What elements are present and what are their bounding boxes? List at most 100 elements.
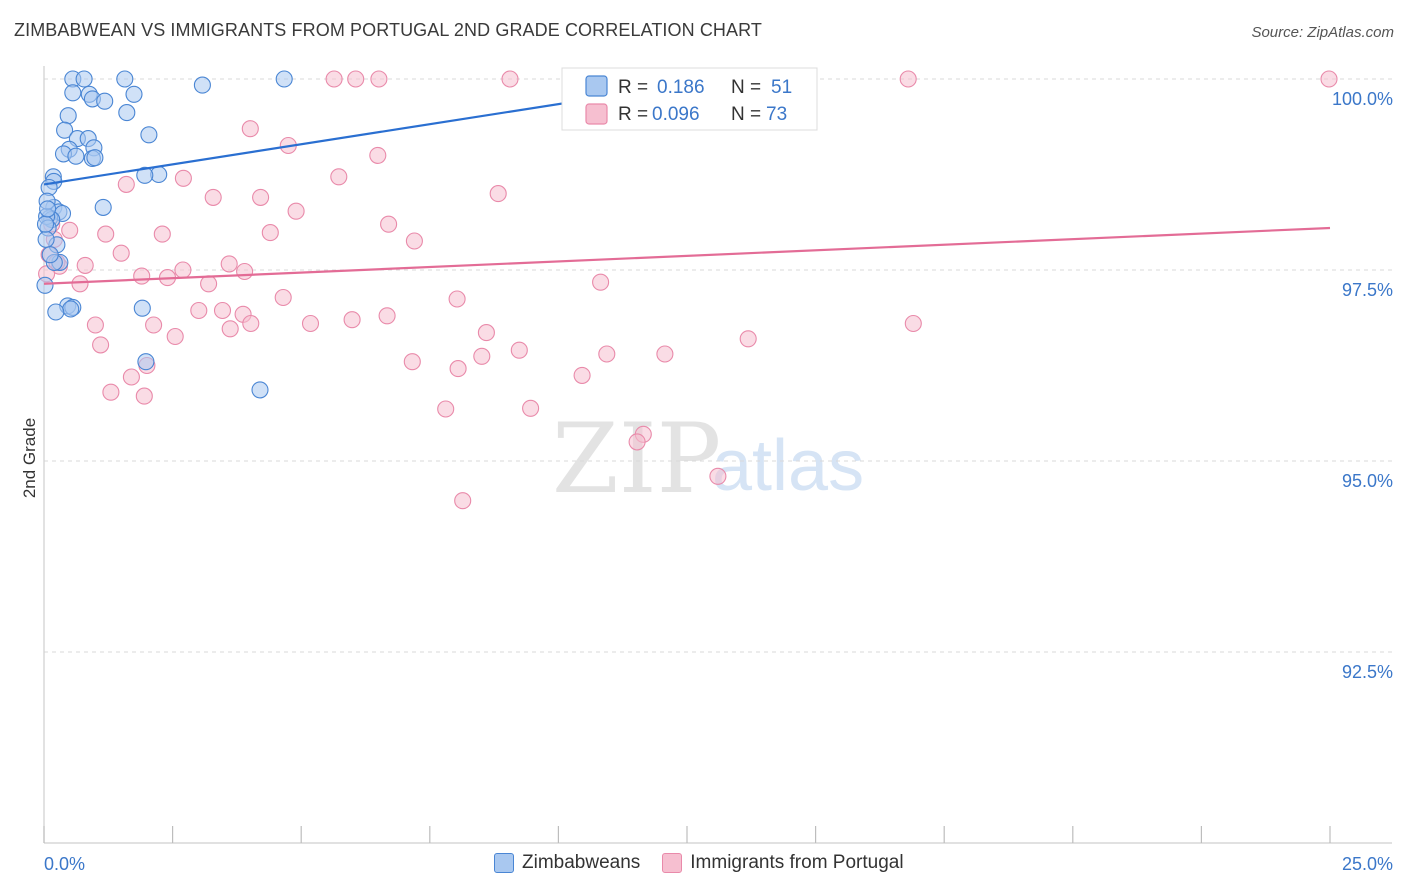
bottom-legend: Zimbabweans Immigrants from Portugal: [494, 852, 926, 874]
point-portugal: [166, 327, 184, 346]
point-portugal: [102, 383, 120, 401]
point-portugal: [510, 341, 528, 359]
point-portugal: [71, 275, 89, 293]
point-zimbabweans: [140, 126, 158, 144]
point-portugal: [904, 314, 922, 333]
point-portugal: [437, 400, 455, 418]
point-zimbabweans: [96, 92, 114, 110]
point-portugal: [709, 467, 727, 485]
point-zimbabweans: [36, 215, 55, 233]
point-portugal: [76, 256, 94, 274]
legend-r-value-1: 0.186: [657, 77, 705, 98]
point-portugal: [370, 70, 388, 88]
y-tick-label: 97.5%: [1342, 280, 1393, 300]
point-zimbabweans: [67, 147, 85, 165]
point-portugal: [573, 366, 591, 384]
bottom-legend-swatch-zimbabweans: [494, 853, 514, 873]
bottom-legend-label-portugal: Immigrants from Portugal: [690, 852, 904, 873]
point-portugal: [454, 492, 472, 510]
point-portugal: [135, 387, 153, 405]
point-zimbabweans: [75, 70, 93, 88]
point-portugal: [592, 273, 610, 291]
point-portugal: [97, 225, 115, 243]
series-zimbabweans-points: [36, 70, 293, 399]
correlation-legend: R = 0.186 N = 51 R = 0.096 N = 73: [561, 67, 818, 131]
point-portugal: [403, 353, 421, 371]
source-credit: Source: ZipAtlas.com: [1251, 24, 1394, 41]
point-zimbabweans: [133, 299, 151, 317]
point-portugal: [86, 316, 104, 334]
point-portugal: [628, 433, 646, 451]
point-portugal: [899, 70, 917, 88]
point-zimbabweans: [37, 230, 55, 248]
point-portugal: [190, 301, 208, 320]
point-portugal: [174, 169, 192, 187]
point-portugal: [252, 188, 270, 206]
point-portugal: [378, 307, 396, 325]
point-zimbabweans: [59, 107, 77, 125]
point-zimbabweans: [64, 84, 82, 102]
point-portugal: [153, 225, 171, 243]
point-portugal: [92, 336, 110, 354]
y-axis-label: 2nd Grade: [20, 418, 39, 498]
point-portugal: [213, 301, 232, 320]
point-portugal: [301, 314, 320, 333]
point-portugal: [347, 70, 365, 88]
point-portugal: [477, 324, 495, 342]
legend-n-value-2: 73: [766, 104, 787, 125]
point-zimbabweans: [193, 76, 211, 94]
grid-lines: [44, 78, 1392, 653]
trend-line-portugal: [43, 226, 1331, 285]
point-zimbabweans: [275, 70, 293, 88]
point-zimbabweans: [56, 121, 74, 139]
point-portugal: [522, 399, 540, 417]
point-portugal: [369, 146, 387, 164]
point-portugal: [261, 224, 279, 242]
point-zimbabweans: [137, 353, 155, 371]
point-zimbabweans: [36, 276, 54, 294]
point-zimbabweans: [251, 381, 269, 399]
point-portugal: [200, 275, 218, 293]
y-tick-label: 92.5%: [1342, 662, 1393, 682]
point-portugal: [174, 261, 192, 279]
point-portugal: [236, 262, 254, 281]
point-portugal: [489, 185, 507, 203]
bottom-legend-label-zimbabweans: Zimbabweans: [522, 852, 641, 873]
point-portugal: [241, 120, 259, 138]
point-zimbabweans: [41, 246, 59, 264]
point-zimbabweans: [125, 85, 143, 103]
series-portugal-points: [38, 70, 1338, 510]
chart-title: ZIMBABWEAN VS IMMIGRANTS FROM PORTUGAL 2…: [14, 20, 763, 40]
point-zimbabweans: [94, 198, 112, 216]
point-portugal: [501, 70, 519, 88]
legend-r-value-2: 0.096: [652, 104, 700, 125]
point-portugal: [448, 290, 466, 308]
legend-r-label-1: R =: [618, 77, 648, 98]
tick-labels: 92.5% 95.0% 97.5% 100.0% 0.0% 25.0%: [44, 89, 1393, 874]
point-portugal: [117, 175, 135, 193]
point-portugal: [325, 70, 343, 88]
point-zimbabweans: [136, 166, 154, 184]
point-portugal: [112, 244, 130, 262]
legend-r-label-2: R =: [618, 104, 648, 125]
point-portugal: [220, 255, 238, 273]
point-portugal: [343, 311, 361, 329]
watermark: ZIP atlas: [552, 403, 864, 515]
y-tick-label: 95.0%: [1342, 471, 1393, 491]
point-portugal: [145, 316, 163, 334]
point-portugal: [242, 314, 260, 333]
bottom-legend-item-portugal: Immigrants from Portugal: [662, 852, 904, 874]
point-portugal: [330, 168, 348, 186]
point-portugal: [739, 330, 757, 348]
point-zimbabweans: [118, 104, 136, 122]
legend-n-value-1: 51: [771, 77, 792, 98]
legend-swatch-portugal: [585, 103, 608, 125]
point-portugal: [204, 188, 222, 206]
bottom-legend-swatch-portugal: [662, 853, 683, 873]
point-portugal: [1320, 70, 1338, 88]
watermark-atlas: atlas: [712, 426, 864, 506]
point-portugal: [473, 347, 491, 365]
point-portugal: [274, 288, 292, 307]
legend-n-label-1: N =: [731, 77, 761, 98]
